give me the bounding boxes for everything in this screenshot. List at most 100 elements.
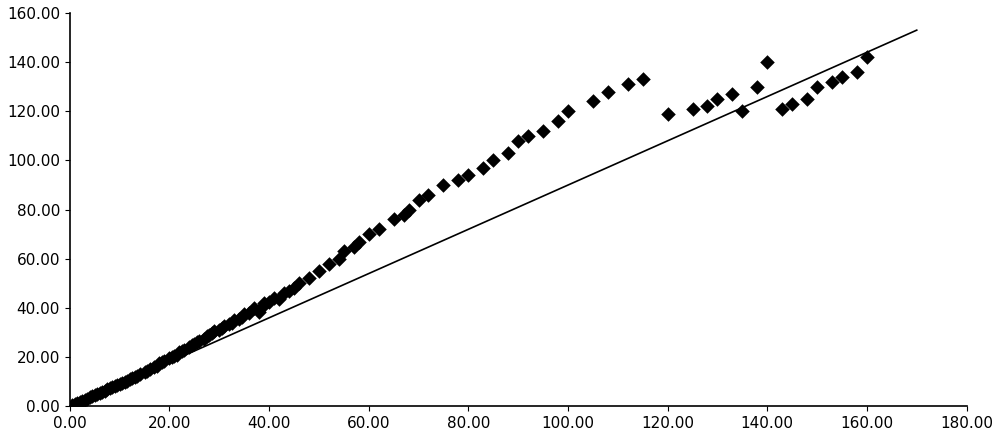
Point (129, 372, 145, 379)
Point (784, 100, 800, 107)
Point (331, 255, 347, 262)
Point (112, 381, 128, 388)
Point (420, 191, 436, 198)
Point (560, 108, 576, 115)
Point (620, 81, 636, 88)
Point (450, 177, 466, 184)
Point (311, 268, 327, 275)
Point (184, 341, 200, 348)
Point (759, 59, 775, 66)
Point (216, 323, 232, 330)
Point (196, 335, 212, 342)
Point (401, 206, 417, 213)
Point (849, 68, 865, 75)
Point (176, 346, 192, 353)
Point (734, 108, 750, 115)
Point (809, 83, 825, 90)
Point (201, 332, 217, 339)
Point (164, 353, 180, 360)
Point (396, 211, 412, 218)
Point (109, 381, 125, 389)
Point (799, 95, 815, 102)
Point (79, 395, 95, 402)
Point (386, 216, 402, 223)
Point (139, 367, 155, 374)
Point (276, 290, 292, 297)
Point (699, 103, 715, 110)
Point (475, 164, 491, 171)
Point (67, 401, 83, 408)
Point (724, 91, 740, 98)
Point (510, 137, 526, 144)
Point (550, 118, 566, 125)
Point (520, 132, 536, 139)
Point (256, 300, 272, 307)
Point (77, 396, 93, 403)
Point (231, 315, 247, 322)
Point (411, 196, 427, 203)
Point (361, 231, 377, 238)
Point (127, 373, 143, 380)
Point (132, 371, 148, 378)
Point (435, 181, 451, 188)
Point (117, 378, 133, 385)
Point (346, 243, 362, 250)
Point (99, 386, 115, 393)
Point (635, 76, 651, 83)
Point (271, 296, 287, 303)
Point (114, 379, 130, 386)
Point (685, 105, 701, 112)
Point (107, 383, 123, 390)
Point (834, 74, 850, 81)
Point (169, 351, 185, 358)
Point (124, 374, 140, 381)
Point (211, 327, 227, 334)
Point (119, 377, 135, 384)
Point (82, 394, 98, 401)
Point (64, 402, 80, 409)
Point (859, 54, 875, 61)
Point (166, 353, 182, 360)
Point (206, 328, 222, 335)
Point (94, 389, 110, 396)
Point (84, 393, 100, 400)
Point (460, 172, 476, 179)
Point (336, 248, 352, 255)
Point (774, 105, 790, 112)
Point (137, 368, 153, 375)
Point (142, 366, 158, 373)
Point (254, 303, 270, 310)
Point (291, 280, 307, 287)
Point (371, 226, 387, 233)
Point (149, 362, 165, 369)
Point (174, 347, 190, 354)
Point (146, 364, 162, 371)
Point (97, 387, 113, 394)
Point (281, 287, 297, 294)
Point (69, 399, 85, 406)
Point (171, 349, 187, 356)
Point (600, 88, 616, 95)
Point (224, 319, 240, 326)
Point (161, 355, 177, 362)
Point (246, 304, 262, 311)
Point (485, 157, 501, 164)
Point (102, 385, 118, 392)
Point (156, 357, 172, 364)
Point (301, 275, 317, 282)
Point (89, 391, 105, 398)
Point (204, 329, 220, 336)
Point (500, 150, 516, 157)
Point (122, 376, 138, 383)
Point (104, 384, 120, 391)
Point (266, 295, 282, 302)
Point (186, 340, 202, 347)
Point (226, 317, 242, 324)
Point (660, 110, 676, 117)
Point (199, 333, 215, 340)
Point (241, 309, 257, 316)
Point (221, 321, 237, 328)
Point (286, 285, 302, 292)
Point (585, 98, 601, 105)
Point (749, 83, 765, 90)
